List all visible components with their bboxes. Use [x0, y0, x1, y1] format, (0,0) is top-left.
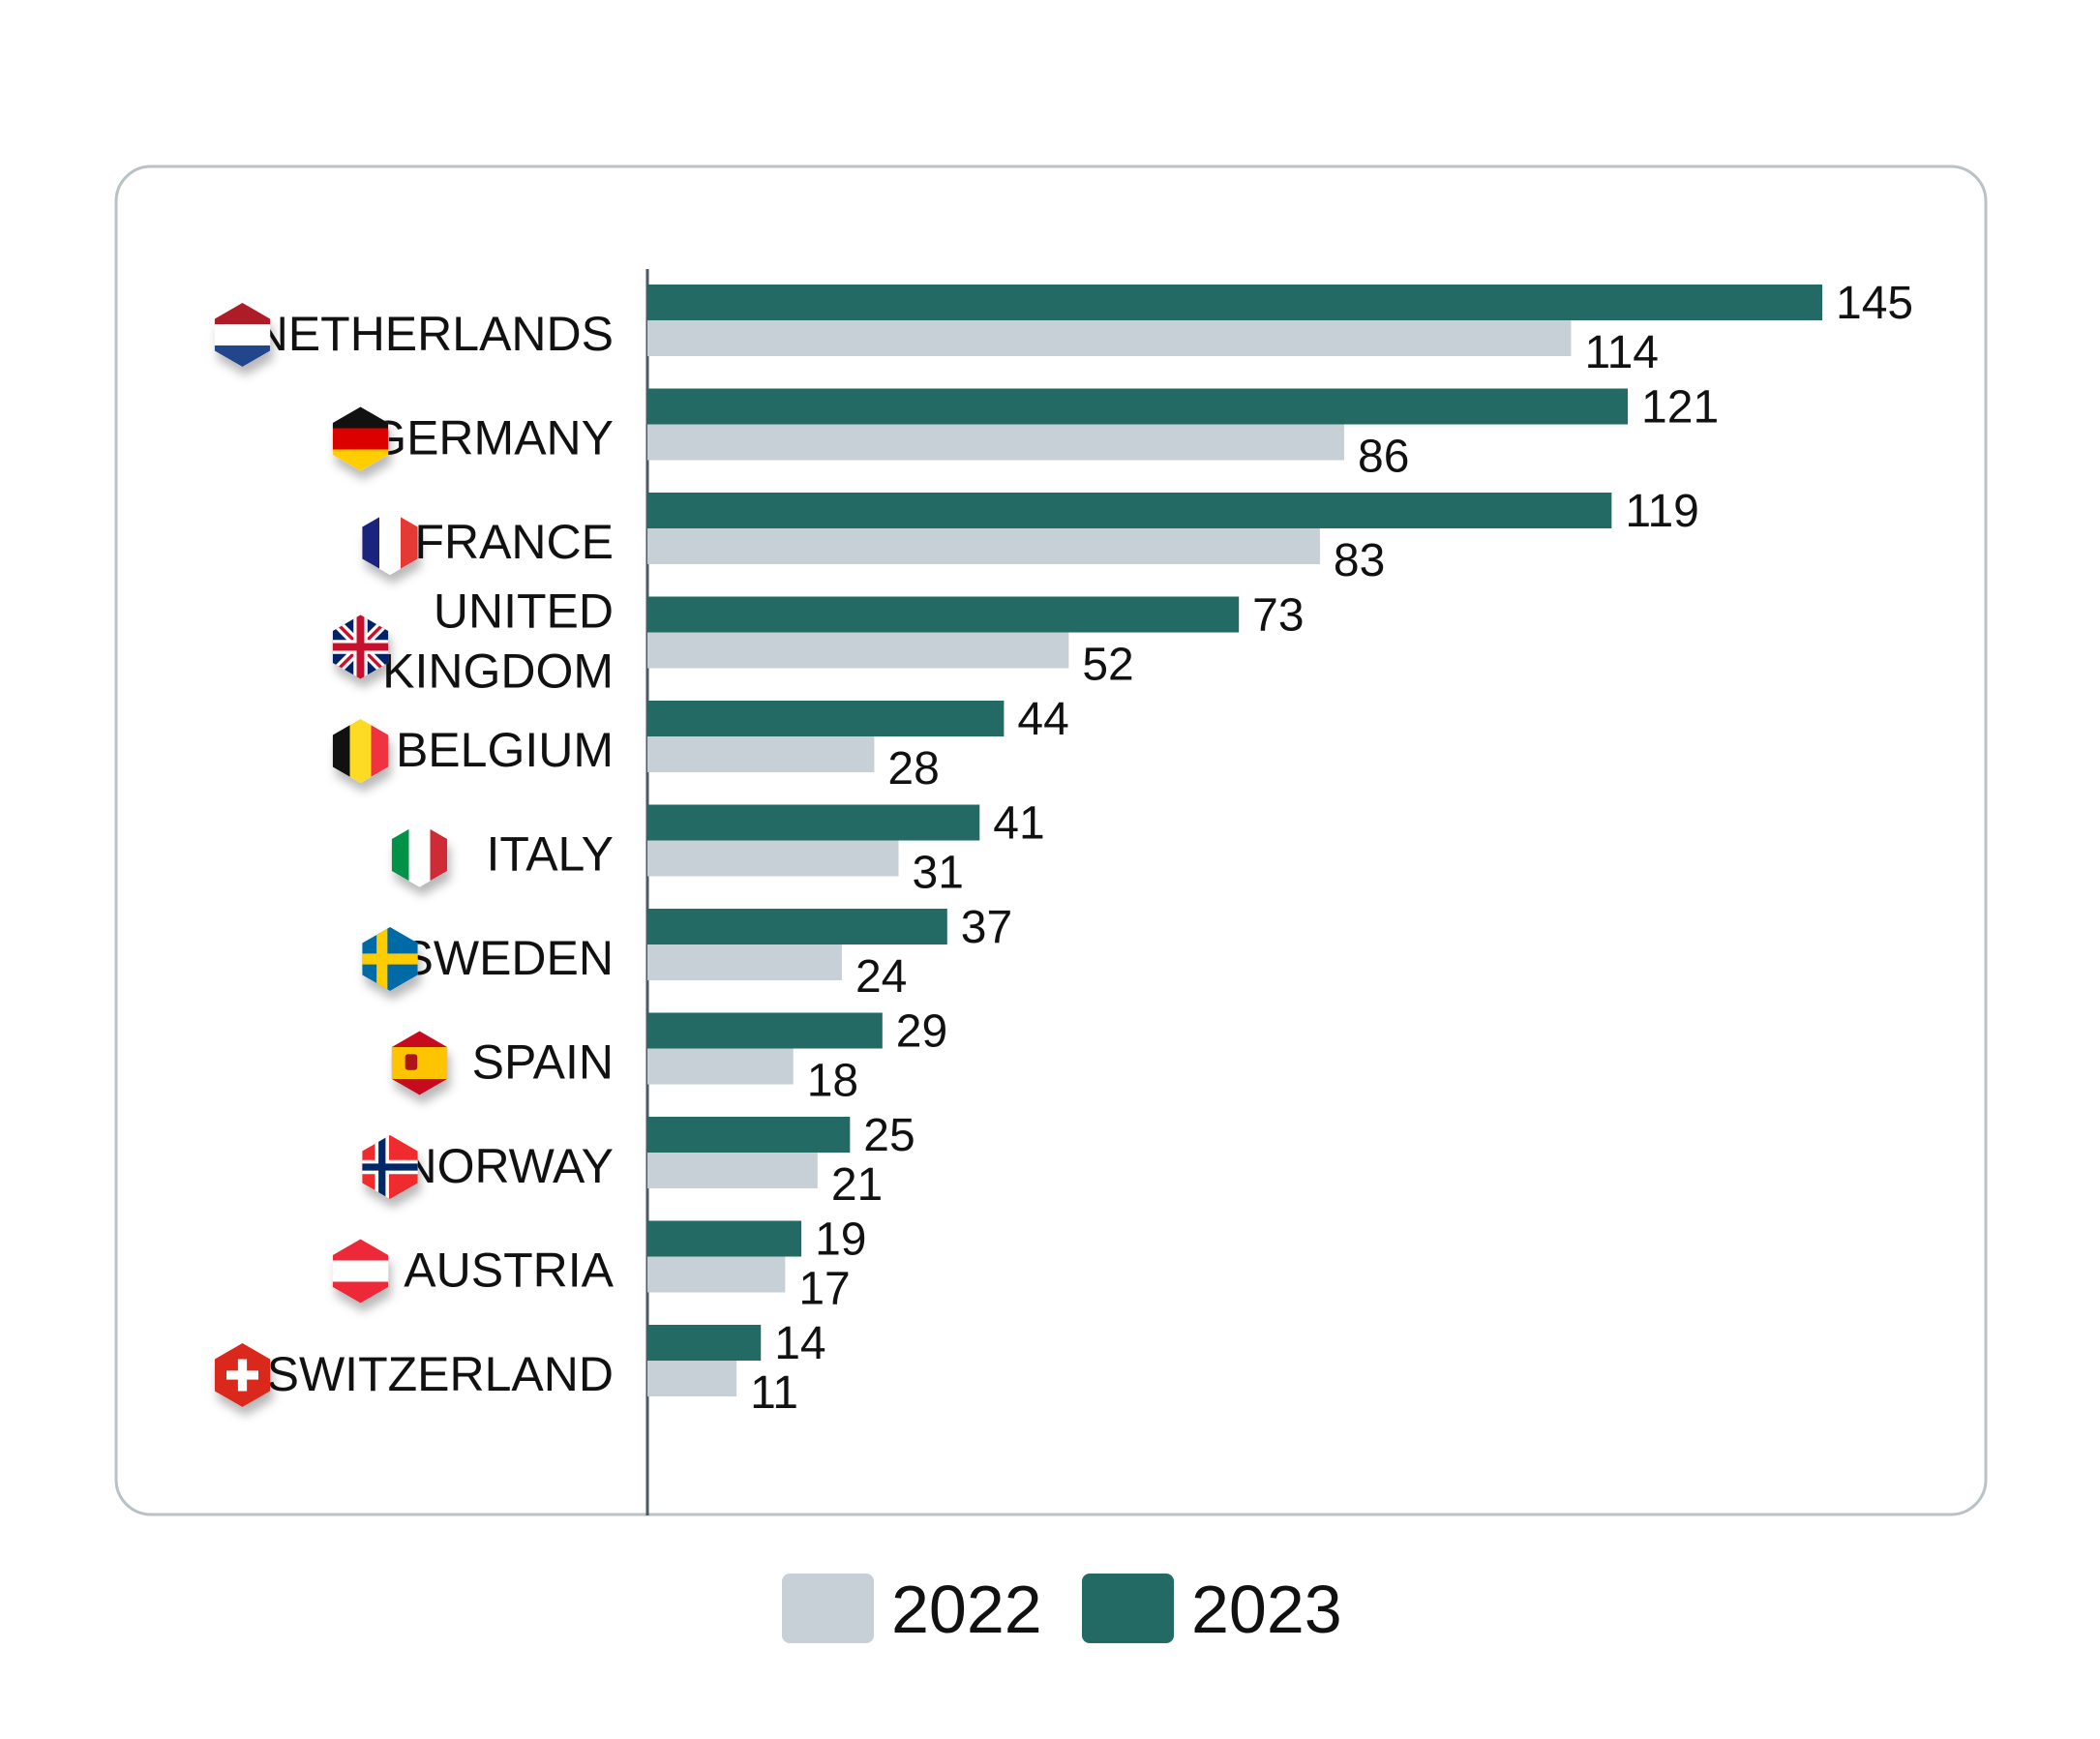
category-label: UNITED KINGDOM — [382, 585, 614, 699]
bar-2023 — [647, 909, 947, 944]
legend: 2022 2023 — [782, 1572, 1342, 1647]
category-label: AUSTRIA — [404, 1244, 614, 1298]
germany-flag-icon — [332, 406, 389, 471]
category-label: GERMANY — [369, 411, 614, 465]
data-label-2023: 37 — [961, 902, 1012, 953]
data-label-2023: 44 — [1017, 694, 1068, 745]
category-label: ITALY — [486, 827, 614, 882]
bar-2023 — [647, 493, 1612, 528]
france-flag-icon — [362, 511, 418, 575]
bar-2022 — [647, 736, 875, 772]
data-label-2023: 14 — [774, 1318, 825, 1369]
flag-artwork — [332, 719, 389, 783]
data-label-2022: 18 — [807, 1056, 858, 1107]
bar-2022 — [647, 1361, 737, 1396]
category-label: FRANCE — [414, 515, 614, 569]
labels-layer: 145 114 NETHERLANDS 121 86 GERMANY 119 83 FRANCE… — [254, 278, 1913, 1419]
bar-2023 — [647, 388, 1629, 425]
legend-label-2023: 2023 — [1191, 1572, 1342, 1647]
data-label-2022: 83 — [1334, 535, 1385, 586]
data-label-2022: 52 — [1082, 640, 1133, 691]
bar-2022 — [647, 840, 899, 877]
data-label-2023: 41 — [993, 798, 1044, 850]
bar-2023 — [647, 1325, 762, 1361]
italy-flag-icon — [391, 823, 448, 887]
flag-artwork — [362, 511, 418, 575]
data-label-2022: 17 — [798, 1264, 850, 1315]
category-label: SWITZERLAND — [267, 1347, 614, 1401]
data-label-2022: 21 — [831, 1159, 883, 1211]
data-label-2022: 28 — [887, 743, 939, 795]
data-label-2022: 114 — [1584, 327, 1659, 378]
category-label: NORWAY — [402, 1139, 614, 1193]
data-label-2023: 119 — [1625, 486, 1699, 537]
data-label-2023: 73 — [1252, 590, 1304, 642]
bar-2023 — [647, 701, 1005, 736]
category-label: SWEDEN — [402, 931, 614, 985]
bar-2022 — [647, 1048, 794, 1085]
bar-2023 — [647, 1012, 883, 1049]
bar-2023 — [647, 285, 1822, 320]
belgium-flag-icon — [332, 719, 389, 783]
bar-2022 — [647, 320, 1572, 356]
flag-artwork — [332, 406, 389, 471]
bar-2022 — [647, 944, 842, 980]
bar-2023 — [647, 1117, 851, 1153]
bar-2023 — [647, 596, 1240, 633]
data-label-2022: 24 — [855, 951, 907, 1003]
category-label: SPAIN — [472, 1035, 614, 1090]
bars-layer — [647, 285, 1822, 1396]
bar-2022 — [647, 1153, 818, 1188]
data-label-2022: 31 — [913, 848, 964, 899]
bar-2023 — [647, 804, 980, 841]
data-label-2022: 11 — [750, 1367, 798, 1419]
bar-2022 — [647, 1256, 786, 1293]
data-label-2022: 86 — [1358, 432, 1409, 483]
bar-2023 — [647, 1220, 802, 1257]
flag-artwork — [391, 823, 448, 887]
data-label-2023: 25 — [863, 1110, 915, 1161]
legend-swatch-2023 — [1082, 1574, 1174, 1643]
data-label-2023: 145 — [1836, 278, 1913, 329]
legend-label-2022: 2022 — [891, 1572, 1042, 1647]
bar-2022 — [647, 528, 1320, 564]
data-label-2023: 19 — [815, 1214, 866, 1266]
data-label-2023: 121 — [1641, 382, 1719, 434]
bar-2022 — [647, 632, 1069, 669]
data-label-2023: 29 — [896, 1006, 947, 1058]
legend-swatch-2022 — [782, 1574, 874, 1643]
bar-2022 — [647, 424, 1345, 461]
category-label: BELGIUM — [396, 723, 614, 777]
category-label: NETHERLANDS — [254, 307, 614, 361]
